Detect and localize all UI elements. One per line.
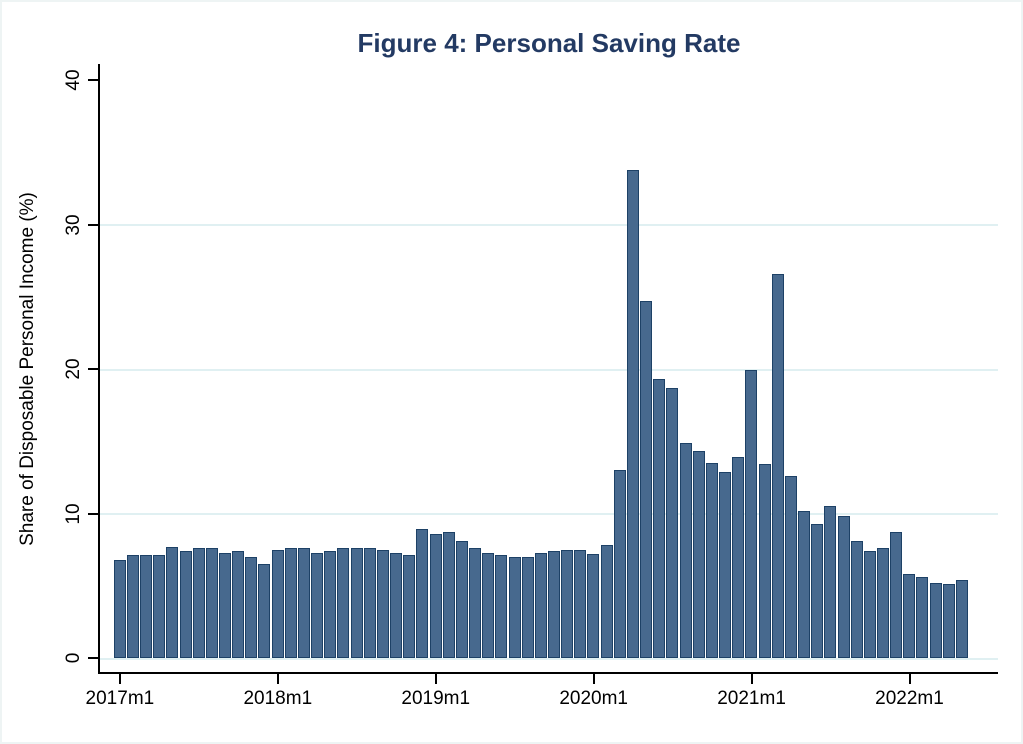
bar-2019m10 bbox=[548, 551, 561, 658]
bar-2020m5 bbox=[640, 301, 653, 658]
bar-2017m3 bbox=[140, 555, 153, 658]
chart-title: Figure 4: Personal Saving Rate bbox=[357, 28, 741, 58]
gridline-y10 bbox=[100, 513, 998, 515]
bar-2017m9 bbox=[219, 553, 232, 658]
bar-2018m10 bbox=[390, 553, 403, 658]
bar-2020m3 bbox=[614, 470, 627, 658]
bar-2022m3 bbox=[930, 583, 943, 658]
bar-2021m12 bbox=[890, 532, 903, 658]
bar-2020m9 bbox=[693, 451, 706, 658]
bar-2021m10 bbox=[864, 551, 877, 658]
bar-2017m10 bbox=[232, 551, 245, 658]
bar-2021m11 bbox=[877, 548, 890, 658]
bar-2022m2 bbox=[916, 577, 929, 658]
bar-2018m2 bbox=[285, 548, 298, 658]
bar-2019m5 bbox=[482, 553, 495, 658]
x-tick-label-2021m1: 2021m1 bbox=[717, 688, 786, 709]
x-tick-2022m1 bbox=[908, 674, 911, 684]
bar-2018m7 bbox=[351, 548, 364, 658]
bar-2021m3 bbox=[772, 274, 785, 658]
y-tick-30 bbox=[88, 223, 98, 226]
bar-2017m4 bbox=[153, 555, 166, 658]
x-tick-2018m1 bbox=[276, 674, 279, 684]
bar-2019m8 bbox=[522, 557, 535, 658]
bar-2022m1 bbox=[903, 574, 916, 658]
bar-2021m6 bbox=[811, 524, 824, 658]
bar-2020m6 bbox=[653, 379, 666, 658]
bar-2021m2 bbox=[759, 464, 772, 658]
gridline-y0 bbox=[100, 657, 998, 660]
bar-2021m8 bbox=[838, 516, 851, 658]
bar-2020m2 bbox=[601, 545, 614, 658]
x-tick-label-2018m1: 2018m1 bbox=[243, 688, 313, 709]
bar-2019m3 bbox=[456, 541, 469, 658]
bar-2020m4 bbox=[627, 170, 640, 658]
bar-2018m8 bbox=[364, 548, 377, 658]
y-tick-20 bbox=[88, 368, 98, 370]
bar-2018m11 bbox=[403, 555, 416, 658]
y-tick-40 bbox=[88, 79, 98, 81]
y-axis-line bbox=[98, 64, 100, 674]
bar-2019m11 bbox=[561, 550, 574, 658]
y-tick-label-10: 10 bbox=[63, 502, 84, 525]
bar-2018m9 bbox=[377, 550, 390, 658]
bar-2020m12 bbox=[732, 457, 745, 658]
bar-2022m5 bbox=[956, 580, 969, 658]
bar-2020m10 bbox=[706, 463, 719, 658]
gridline-y20 bbox=[100, 368, 998, 371]
x-tick-2017m1 bbox=[118, 674, 121, 684]
y-tick-label-30: 30 bbox=[63, 213, 84, 236]
bar-2018m12 bbox=[416, 529, 429, 658]
y-tick-10 bbox=[88, 512, 98, 515]
bar-2017m7 bbox=[193, 548, 206, 658]
bar-2017m5 bbox=[166, 547, 179, 658]
bar-2021m9 bbox=[851, 541, 864, 658]
bar-2018m3 bbox=[298, 548, 311, 658]
x-tick-label-2022m1: 2022m1 bbox=[875, 688, 944, 709]
x-tick-label-2019m1: 2019m1 bbox=[401, 688, 471, 709]
bar-2017m12 bbox=[258, 564, 271, 658]
bar-2017m2 bbox=[127, 555, 140, 658]
bar-2019m4 bbox=[469, 548, 482, 658]
bar-2019m2 bbox=[443, 532, 456, 658]
bar-2020m8 bbox=[680, 443, 693, 658]
y-tick-label-20: 20 bbox=[63, 358, 84, 380]
bar-2017m6 bbox=[180, 551, 193, 658]
bar-2017m1 bbox=[114, 560, 127, 658]
y-tick-0 bbox=[88, 657, 98, 659]
bar-2017m8 bbox=[206, 548, 219, 658]
bar-2019m12 bbox=[574, 550, 587, 658]
bar-2017m11 bbox=[245, 557, 258, 658]
y-axis-title: Share of Disposable Personal Income (%) bbox=[17, 192, 38, 546]
bar-2021m7 bbox=[824, 506, 837, 658]
x-tick-2021m1 bbox=[750, 674, 753, 684]
y-tick-label-0: 0 bbox=[63, 652, 84, 664]
bar-2018m4 bbox=[311, 553, 324, 658]
x-tick-label-2017m1: 2017m1 bbox=[85, 688, 155, 709]
bar-2019m6 bbox=[495, 555, 508, 658]
x-tick-label-2020m1: 2020m1 bbox=[559, 688, 628, 709]
bar-2020m1 bbox=[587, 554, 600, 658]
bar-2021m5 bbox=[798, 511, 811, 658]
bar-2018m5 bbox=[324, 551, 337, 658]
x-tick-2019m1 bbox=[434, 674, 437, 684]
bar-2022m4 bbox=[943, 584, 956, 658]
bar-2021m1 bbox=[745, 370, 758, 658]
bar-2020m7 bbox=[666, 388, 679, 658]
bar-2019m7 bbox=[509, 557, 522, 658]
x-axis-line bbox=[98, 672, 998, 674]
bar-2021m4 bbox=[785, 476, 798, 658]
bar-2019m1 bbox=[430, 534, 443, 658]
y-tick-label-40: 40 bbox=[63, 69, 84, 91]
bar-2020m11 bbox=[719, 472, 732, 658]
bar-2018m1 bbox=[272, 550, 285, 658]
x-tick-2020m1 bbox=[592, 674, 595, 684]
gridline-y30 bbox=[100, 224, 998, 226]
bar-2019m9 bbox=[535, 553, 548, 658]
bar-2018m6 bbox=[337, 548, 350, 658]
